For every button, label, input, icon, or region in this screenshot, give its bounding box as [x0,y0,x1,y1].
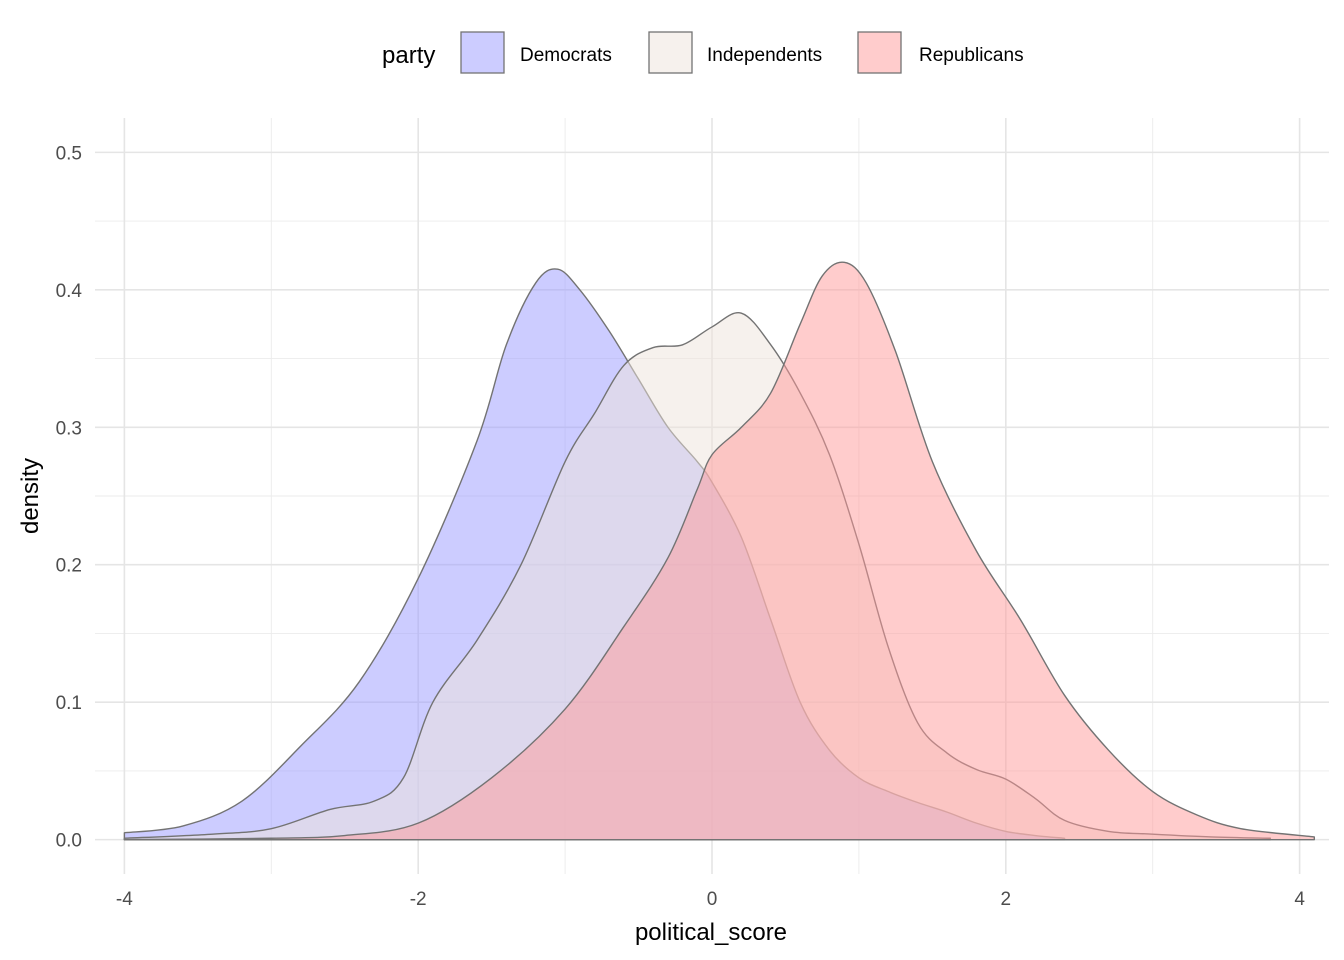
legend: party Democrats Independents Republicans [382,31,1024,74]
x-tick-label: 4 [1294,889,1305,910]
legend-key-democrats [460,31,505,74]
legend-key-republicans [857,31,902,74]
legend-key-independents [648,31,693,74]
density-areas [123,261,1316,841]
y-tick-label: 0.4 [56,281,83,302]
legend-label-republicans: Republicans [919,45,1024,66]
y-tick-label: 0.2 [56,556,82,577]
y-tick-label: 0.5 [56,143,82,164]
density-area-republicans [123,261,1316,841]
y-axis-title: density [17,458,44,534]
legend-item-independents: Independents [648,31,822,74]
y-tick-label: 0.0 [56,831,82,852]
legend-label-democrats: Democrats [520,45,612,66]
x-axis-ticks: -4 -2 0 2 4 [116,889,1305,910]
x-tick-label: -2 [410,889,427,910]
legend-item-democrats: Democrats [460,31,612,74]
legend-title: party [382,42,435,69]
x-tick-label: -4 [116,889,133,910]
y-tick-label: 0.1 [56,693,82,714]
legend-label-independents: Independents [707,45,822,66]
y-axis-ticks: 0.0 0.1 0.2 0.3 0.4 0.5 [56,143,83,851]
y-tick-label: 0.3 [56,418,82,439]
x-axis-title: political_score [635,919,787,946]
x-tick-label: 0 [707,889,718,910]
x-tick-label: 2 [1001,889,1012,910]
legend-item-republicans: Republicans [857,31,1024,74]
